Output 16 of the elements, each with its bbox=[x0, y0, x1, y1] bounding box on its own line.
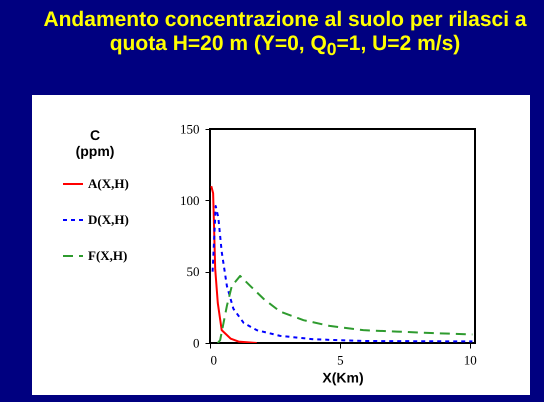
line-series bbox=[216, 274, 474, 343]
x-axis-title: X(Km) bbox=[322, 370, 364, 386]
x-tick-label: 10 bbox=[464, 352, 477, 368]
y-tick-label: 150 bbox=[180, 122, 200, 136]
x-tick-label: 0 bbox=[210, 352, 217, 368]
y-tick-label: 50 bbox=[186, 264, 200, 280]
legend-label: A(X,H) bbox=[88, 176, 129, 191]
line-series bbox=[212, 205, 474, 342]
legend-label: F(X,H) bbox=[88, 248, 128, 263]
y-tick-label: 100 bbox=[180, 192, 200, 208]
x-tick-label: 5 bbox=[337, 352, 344, 368]
line-series bbox=[210, 185, 258, 343]
chart-title: Andamento concentrazione al suolo per rilasci a quota H=20 m (Y=0, Q$_{0}$=1, U=2 m/s) bbox=[42, 7, 528, 62]
legend-title: C (ppm) bbox=[76, 127, 114, 159]
legend-label: D(X,H) bbox=[88, 212, 129, 227]
y-tick-label: 0 bbox=[193, 336, 200, 350]
